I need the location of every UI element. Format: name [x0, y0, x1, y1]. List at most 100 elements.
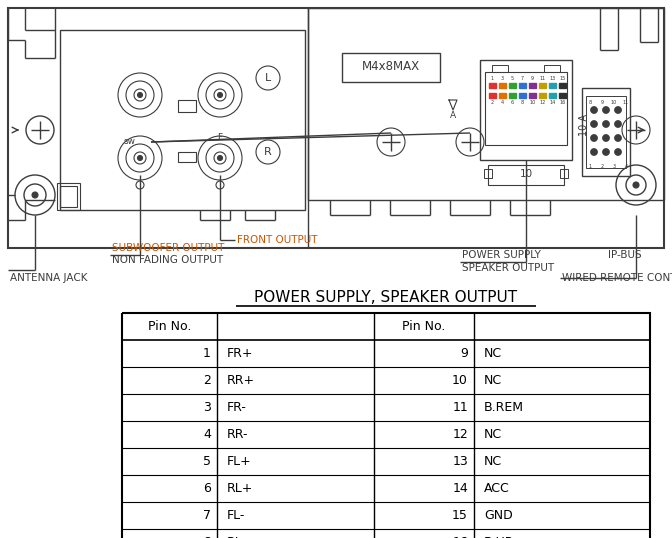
Text: 4: 4: [501, 100, 504, 104]
Text: 16: 16: [559, 100, 566, 104]
Text: 1: 1: [589, 164, 591, 168]
Text: 15: 15: [452, 509, 468, 522]
Bar: [529, 93, 536, 98]
Text: Pin No.: Pin No.: [403, 320, 446, 333]
Circle shape: [591, 121, 597, 128]
Text: NC: NC: [484, 428, 502, 441]
Text: 8: 8: [203, 536, 211, 538]
Text: 7: 7: [521, 76, 524, 81]
Text: POWER SUPPLY, SPEAKER OUTPUT: POWER SUPPLY, SPEAKER OUTPUT: [255, 291, 517, 306]
Circle shape: [591, 107, 597, 114]
Bar: [539, 83, 546, 88]
Text: RR-: RR-: [227, 428, 249, 441]
Text: 4: 4: [624, 164, 628, 168]
Text: POWER SUPPLY: POWER SUPPLY: [462, 250, 541, 260]
Circle shape: [633, 182, 639, 188]
Text: RR+: RR+: [227, 374, 255, 387]
Text: RL+: RL+: [227, 482, 253, 495]
Circle shape: [614, 121, 622, 128]
Text: L: L: [265, 73, 271, 83]
Circle shape: [614, 148, 622, 155]
Text: 7: 7: [203, 509, 211, 522]
Text: 12: 12: [540, 100, 546, 104]
Text: 13: 13: [550, 76, 556, 81]
Text: 2: 2: [601, 164, 603, 168]
Bar: [549, 93, 556, 98]
Text: 10: 10: [519, 169, 533, 179]
Text: 10: 10: [611, 100, 617, 104]
Circle shape: [591, 134, 597, 141]
Text: 16: 16: [452, 536, 468, 538]
Text: sw: sw: [124, 138, 136, 146]
Text: 10: 10: [530, 100, 536, 104]
Text: NC: NC: [484, 455, 502, 468]
Text: 3: 3: [501, 76, 504, 81]
Text: RL-: RL-: [227, 536, 247, 538]
Text: NON FADING OUTPUT: NON FADING OUTPUT: [112, 255, 223, 265]
Text: 11: 11: [623, 100, 629, 104]
Circle shape: [218, 155, 222, 160]
Text: 8: 8: [521, 100, 524, 104]
Text: 9: 9: [601, 100, 603, 104]
Text: NC: NC: [484, 374, 502, 387]
Text: FR+: FR+: [227, 347, 253, 360]
Text: 6: 6: [203, 482, 211, 495]
Text: 3: 3: [612, 164, 616, 168]
Text: Pin No.: Pin No.: [148, 320, 192, 333]
Bar: [549, 83, 556, 88]
Text: SUBWOOFER OUTPUT: SUBWOOFER OUTPUT: [112, 243, 224, 253]
Text: 5: 5: [203, 455, 211, 468]
Text: 15: 15: [559, 76, 566, 81]
Bar: [559, 93, 566, 98]
Text: 13: 13: [452, 455, 468, 468]
Bar: [529, 83, 536, 88]
Text: FL+: FL+: [227, 455, 252, 468]
Text: FL-: FL-: [227, 509, 245, 522]
Text: 1: 1: [491, 76, 494, 81]
Text: 10 A: 10 A: [579, 114, 589, 136]
Text: GND: GND: [484, 509, 513, 522]
Text: 14: 14: [550, 100, 556, 104]
Circle shape: [138, 155, 142, 160]
Text: FR-: FR-: [227, 401, 247, 414]
Bar: [509, 93, 516, 98]
Text: 6: 6: [511, 100, 514, 104]
Circle shape: [603, 134, 610, 141]
Bar: [539, 93, 546, 98]
Text: M4x8MAX: M4x8MAX: [362, 60, 420, 74]
Circle shape: [603, 107, 610, 114]
Text: A: A: [450, 110, 456, 119]
Bar: [489, 93, 496, 98]
Text: ACC: ACC: [484, 482, 510, 495]
Text: NC: NC: [484, 347, 502, 360]
Text: 5: 5: [511, 76, 514, 81]
Circle shape: [614, 107, 622, 114]
Text: F: F: [218, 133, 222, 143]
Bar: [499, 83, 506, 88]
Text: 1: 1: [203, 347, 211, 360]
Circle shape: [614, 134, 622, 141]
Circle shape: [32, 192, 38, 198]
Text: IP-BUS: IP-BUS: [608, 250, 642, 260]
Bar: [559, 83, 566, 88]
Text: 12: 12: [452, 428, 468, 441]
Text: FRONT OUTPUT: FRONT OUTPUT: [237, 235, 317, 245]
Text: 4: 4: [203, 428, 211, 441]
Circle shape: [603, 121, 610, 128]
Circle shape: [603, 148, 610, 155]
Text: 11: 11: [540, 76, 546, 81]
Text: 10: 10: [452, 374, 468, 387]
Text: 14: 14: [452, 482, 468, 495]
Text: 8: 8: [589, 100, 591, 104]
Text: ANTENNA JACK: ANTENNA JACK: [10, 273, 87, 283]
Text: R: R: [264, 147, 272, 157]
Circle shape: [218, 93, 222, 97]
Bar: [499, 93, 506, 98]
Bar: [519, 93, 526, 98]
Text: 2: 2: [491, 100, 494, 104]
Text: B.UP: B.UP: [484, 536, 513, 538]
Bar: [519, 83, 526, 88]
Text: 11: 11: [452, 401, 468, 414]
Text: WIRED REMOTE CONTROL: WIRED REMOTE CONTROL: [562, 273, 672, 283]
Circle shape: [138, 93, 142, 97]
